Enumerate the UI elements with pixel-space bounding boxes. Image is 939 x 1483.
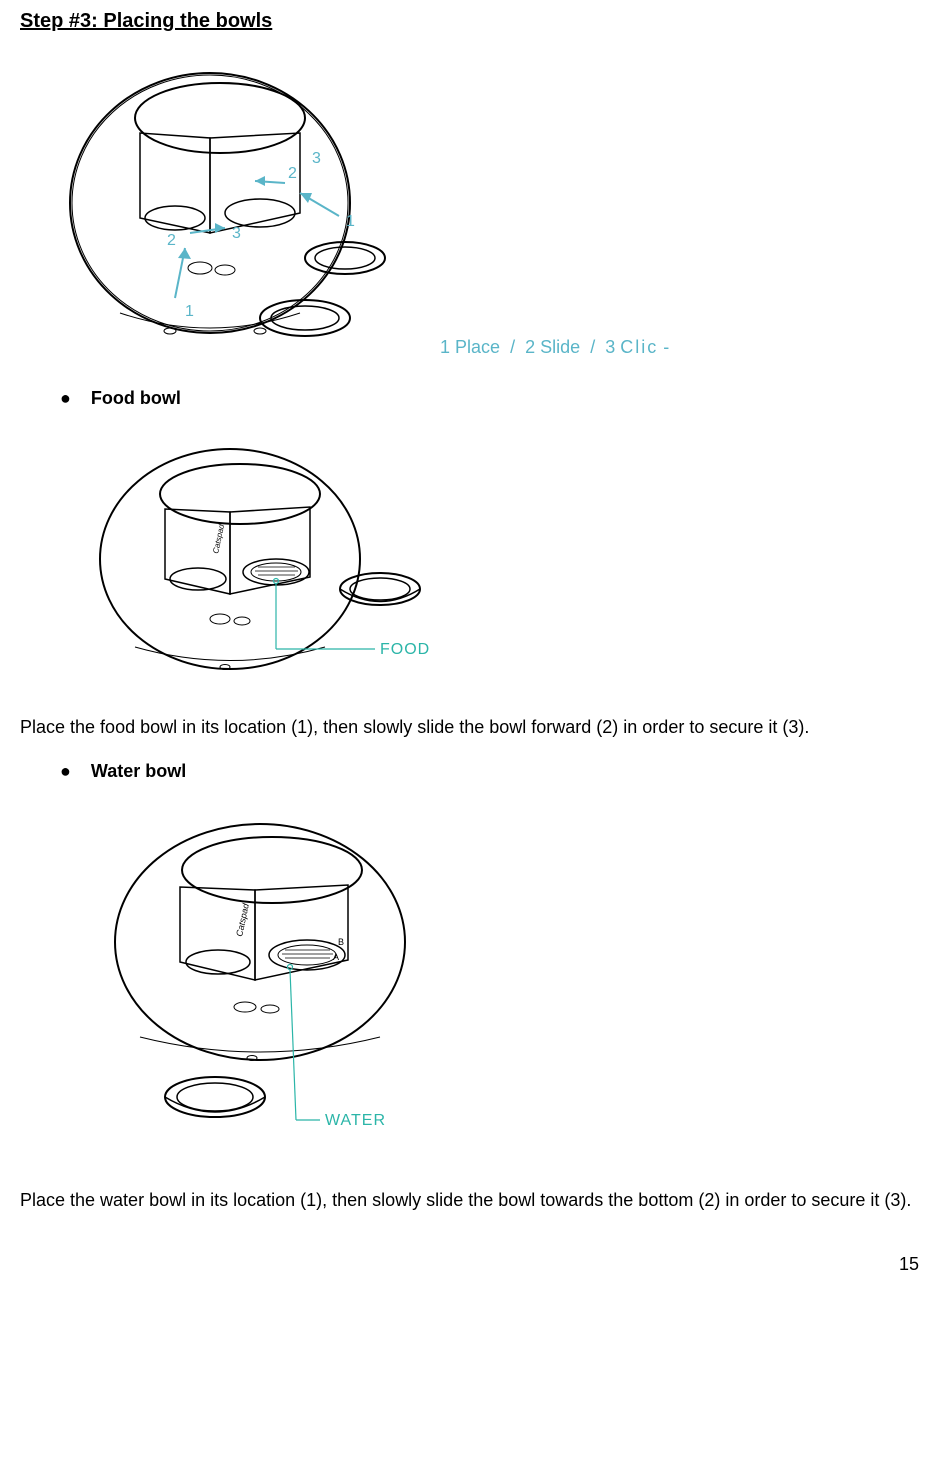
page-number: 15 <box>20 1254 919 1275</box>
diagram-legend: 1 Place / 2 Slide / 3 Clic - <box>440 337 669 358</box>
water-bowl-diagram: Catspad A B WATER <box>80 812 919 1157</box>
water-bowl-instructions: Place the water bowl in its location (1)… <box>20 1187 919 1214</box>
water-bowl-label: Water bowl <box>91 761 186 781</box>
legend-number-1: 1 <box>440 337 450 357</box>
svg-text:1: 1 <box>346 213 355 230</box>
svg-text:2: 2 <box>167 232 176 249</box>
main-diagram: 1 2 3 1 2 3 <box>60 43 400 368</box>
bullet-icon: ● <box>60 761 71 782</box>
svg-text:1: 1 <box>185 303 194 320</box>
svg-text:3: 3 <box>232 225 241 242</box>
food-bowl-instructions: Place the food bowl in its location (1),… <box>20 714 919 741</box>
legend-number-2: 2 <box>525 337 535 357</box>
legend-number-3: 3 <box>605 337 615 357</box>
svg-text:Catspad: Catspad <box>211 523 226 555</box>
svg-text:Catspad: Catspad <box>234 902 251 938</box>
svg-text:A: A <box>333 952 339 962</box>
svg-text:2: 2 <box>288 165 297 182</box>
legend-divider: / <box>590 337 595 357</box>
water-label-svg: WATER <box>325 1112 386 1129</box>
food-label-svg: FOOD <box>380 641 430 658</box>
water-bowl-bullet: ● Water bowl <box>60 761 919 782</box>
food-bowl-diagram: Catspad FOOD <box>80 439 919 684</box>
svg-text:B: B <box>338 937 344 947</box>
bullet-icon: ● <box>60 388 71 409</box>
food-bowl-label: Food bowl <box>91 388 181 408</box>
food-bowl-bullet: ● Food bowl <box>60 388 919 409</box>
dash-icon: - <box>663 337 669 357</box>
step-heading: Step #3: Placing the bowls <box>20 10 919 33</box>
legend-text-clic: Clic <box>620 337 658 357</box>
main-diagram-section: 1 2 3 1 2 3 1 Place / 2 Slide / 3 Clic - <box>20 43 919 368</box>
legend-text-slide: Slide <box>540 337 580 357</box>
svg-text:3: 3 <box>312 150 321 167</box>
legend-text-place: Place <box>455 337 500 357</box>
legend-divider: / <box>510 337 515 357</box>
